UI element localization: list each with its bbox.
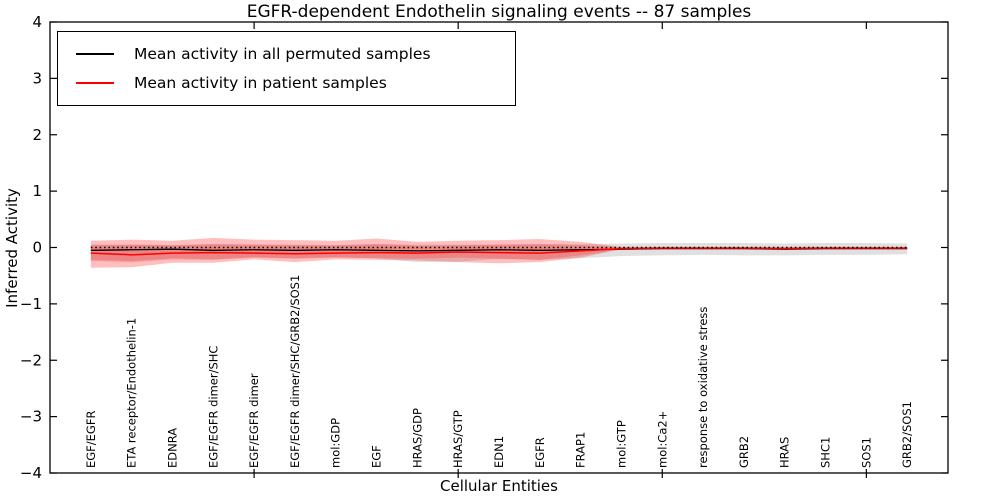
x-category-label: ETA receptor/Endothelin-1 [125,318,139,468]
x-category-label: EGFR [533,437,547,468]
y-tick-label: 4 [32,13,42,31]
x-category-label: mol:Ca2+ [655,411,669,468]
legend-line-red-icon [76,81,114,84]
x-category-label: GRB2/SOS1 [900,401,914,468]
legend-label-permuted: Mean activity in all permuted samples [134,44,431,63]
y-tick-label: −2 [20,351,42,369]
x-axis-label: Cellular Entities [440,477,558,495]
x-category-label: EDNRA [165,428,179,468]
legend-line-black-icon [76,52,114,55]
x-category-label: EGF/EGFR dimer/SHC/GRB2/SOS1 [288,275,302,468]
x-category-label: EGF/EGFR dimer/SHC [206,346,220,468]
legend-label-patient: Mean activity in patient samples [134,73,387,92]
x-category-label: FRAP1 [574,432,588,468]
x-category-label: response to oxidative stress [696,307,710,468]
x-category-label: EDN1 [492,436,506,468]
y-tick-label: 0 [32,239,42,257]
x-category-label: mol:GTP [614,420,628,468]
y-tick-label: −3 [20,408,42,426]
x-category-label: mol:GDP [329,418,343,468]
y-tick-label: 2 [32,126,42,144]
y-axis-label: Inferred Activity [3,187,22,308]
chart-title: EGFR-dependent Endothelin signaling even… [246,2,752,22]
x-category-label: GRB2 [737,436,751,468]
series-line-1 [90,247,908,256]
y-tick-label: 1 [32,182,42,200]
y-tick-label: −1 [20,295,42,313]
y-tick-label: −4 [20,464,42,482]
x-category-label: HRAS/GTP [451,410,465,468]
x-category-label: EGF/EGFR [84,411,98,468]
x-category-label: HRAS/GDP [410,408,424,468]
x-category-label: EGF [370,445,384,468]
legend-item-patient: Mean activity in patient samples [68,68,505,97]
legend-box: Mean activity in all permuted samples Me… [57,31,516,106]
y-axis-label-column: Inferred Activity [0,22,24,473]
x-category-label: HRAS [778,437,792,468]
y-tick-label: 3 [32,69,42,87]
x-category-label: SHC1 [819,437,833,468]
x-category-label: SOS1 [859,437,873,468]
legend-item-permuted: Mean activity in all permuted samples [68,39,505,68]
x-category-label: EGF/EGFR dimer [247,373,261,468]
